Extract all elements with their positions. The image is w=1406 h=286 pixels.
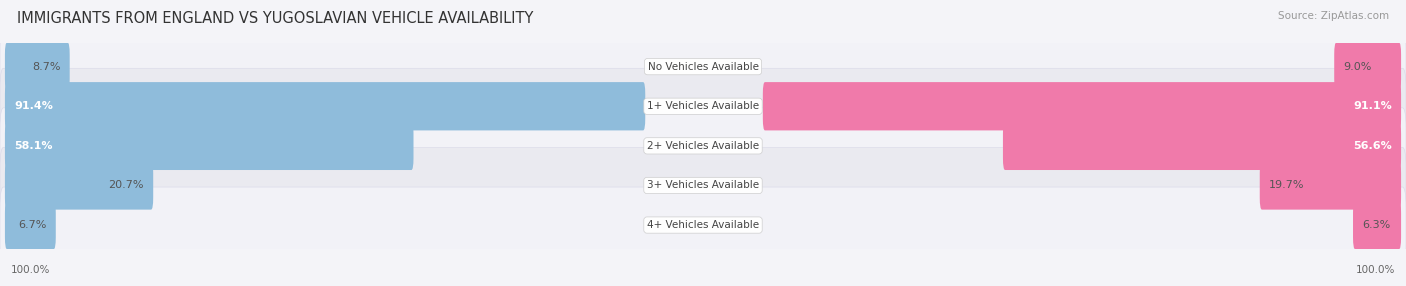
Text: 6.7%: 6.7% xyxy=(18,220,46,230)
Text: 20.7%: 20.7% xyxy=(108,180,143,190)
Text: 3+ Vehicles Available: 3+ Vehicles Available xyxy=(647,180,759,190)
Text: 91.1%: 91.1% xyxy=(1353,101,1392,111)
Text: 9.0%: 9.0% xyxy=(1343,62,1372,72)
Text: 91.4%: 91.4% xyxy=(14,101,53,111)
Text: IMMIGRANTS FROM ENGLAND VS YUGOSLAVIAN VEHICLE AVAILABILITY: IMMIGRANTS FROM ENGLAND VS YUGOSLAVIAN V… xyxy=(17,11,533,26)
FancyBboxPatch shape xyxy=(0,148,1406,223)
Text: 6.3%: 6.3% xyxy=(1362,220,1391,230)
FancyBboxPatch shape xyxy=(0,187,1406,263)
Text: Source: ZipAtlas.com: Source: ZipAtlas.com xyxy=(1278,11,1389,21)
Text: No Vehicles Available: No Vehicles Available xyxy=(648,62,758,72)
Text: 2+ Vehicles Available: 2+ Vehicles Available xyxy=(647,141,759,151)
FancyBboxPatch shape xyxy=(0,29,1406,105)
FancyBboxPatch shape xyxy=(0,68,1406,144)
Text: 8.7%: 8.7% xyxy=(32,62,60,72)
FancyBboxPatch shape xyxy=(0,108,1406,184)
FancyBboxPatch shape xyxy=(1002,122,1402,170)
FancyBboxPatch shape xyxy=(763,82,1400,130)
Text: 1+ Vehicles Available: 1+ Vehicles Available xyxy=(647,101,759,111)
Text: 56.6%: 56.6% xyxy=(1353,141,1392,151)
Text: 19.7%: 19.7% xyxy=(1268,180,1305,190)
Text: 100.0%: 100.0% xyxy=(1355,265,1395,275)
Text: 4+ Vehicles Available: 4+ Vehicles Available xyxy=(647,220,759,230)
FancyBboxPatch shape xyxy=(6,122,413,170)
FancyBboxPatch shape xyxy=(6,161,153,210)
FancyBboxPatch shape xyxy=(6,43,70,91)
Text: 100.0%: 100.0% xyxy=(11,265,51,275)
Text: 58.1%: 58.1% xyxy=(14,141,52,151)
FancyBboxPatch shape xyxy=(6,82,645,130)
FancyBboxPatch shape xyxy=(1260,161,1402,210)
FancyBboxPatch shape xyxy=(1353,201,1402,249)
FancyBboxPatch shape xyxy=(6,201,56,249)
FancyBboxPatch shape xyxy=(1334,43,1402,91)
